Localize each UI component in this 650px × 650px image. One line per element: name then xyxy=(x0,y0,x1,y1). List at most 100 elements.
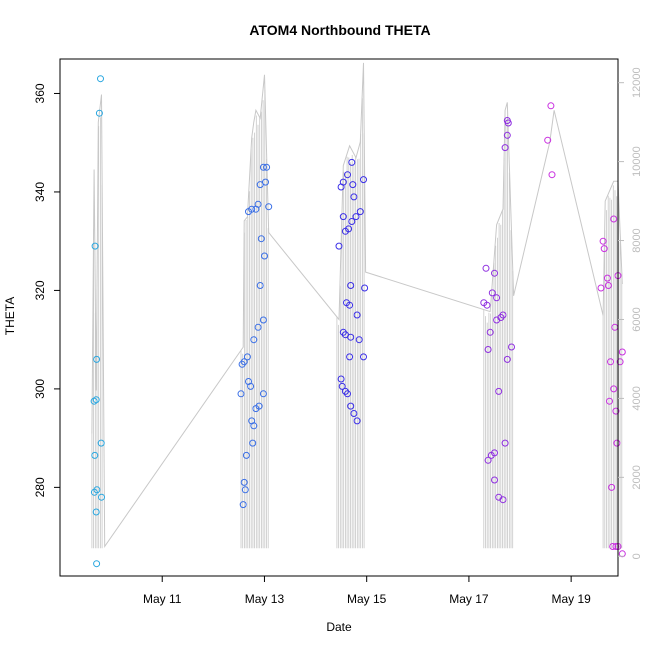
data-point xyxy=(499,496,507,504)
data-point xyxy=(347,402,355,410)
data-point xyxy=(259,316,267,324)
data-point xyxy=(261,252,268,260)
x-tick-label: May 19 xyxy=(551,592,591,606)
data-point xyxy=(348,218,356,225)
data-point xyxy=(344,171,351,179)
overlay-envelope xyxy=(91,62,623,548)
data-point xyxy=(93,355,101,363)
x-axis-label: Date xyxy=(326,620,352,634)
data-point xyxy=(608,483,616,491)
data-point xyxy=(600,245,608,253)
data-point xyxy=(338,382,346,390)
data-point xyxy=(607,358,614,366)
data-point xyxy=(353,311,361,319)
data-point xyxy=(504,119,512,127)
data-point xyxy=(250,336,258,344)
data-point xyxy=(480,299,488,307)
data-point xyxy=(356,208,364,216)
data-point xyxy=(501,439,509,447)
data-point xyxy=(616,358,624,366)
y-left-tick-label: 280 xyxy=(33,477,47,497)
data-point xyxy=(618,550,626,558)
data-point xyxy=(241,486,249,494)
data-point xyxy=(345,225,353,233)
data-point xyxy=(98,493,105,501)
data-point xyxy=(503,355,511,363)
data-point xyxy=(487,451,495,459)
data-point xyxy=(604,282,612,289)
y-right-tick-label: 10000 xyxy=(631,146,643,177)
data-point xyxy=(259,390,267,398)
data-point xyxy=(352,213,360,221)
data-point xyxy=(495,387,503,395)
data-point xyxy=(609,543,617,550)
data-point xyxy=(265,203,273,211)
data-point xyxy=(240,358,248,366)
data-point xyxy=(335,242,343,250)
y-left-tick-label: 340 xyxy=(33,182,47,202)
x-tick-label: May 13 xyxy=(245,592,285,606)
data-point xyxy=(337,375,345,383)
data-point xyxy=(248,205,256,213)
data-point xyxy=(93,486,101,494)
data-point xyxy=(92,396,100,404)
data-point xyxy=(90,397,98,405)
data-point xyxy=(254,200,262,208)
data-point xyxy=(346,353,354,361)
data-point xyxy=(350,410,358,417)
data-point xyxy=(544,136,552,144)
data-point xyxy=(493,294,501,302)
y-left-tick-label: 320 xyxy=(33,280,47,300)
plot-frame xyxy=(59,58,619,577)
data-point xyxy=(263,163,271,171)
data-point xyxy=(355,336,363,344)
data-point xyxy=(597,284,605,292)
y-right-tick-label: 6000 xyxy=(631,307,643,331)
data-point xyxy=(612,543,620,550)
y-axis-label: THETA xyxy=(3,297,17,335)
data-point xyxy=(91,451,99,459)
x-tick-label: May 11 xyxy=(143,592,182,606)
data-point xyxy=(346,301,354,309)
data-point xyxy=(97,439,105,447)
data-point xyxy=(93,560,101,568)
y-axis-left: 280 300 320 340 360 xyxy=(33,83,60,497)
data-point xyxy=(486,328,494,336)
x-tick-label: May 17 xyxy=(449,592,489,606)
data-point xyxy=(97,75,104,83)
data-point xyxy=(257,235,265,243)
data-point xyxy=(361,284,369,292)
y-right-tick-label: 12000 xyxy=(631,67,643,98)
overlay-line xyxy=(91,62,623,549)
data-point xyxy=(239,501,247,509)
data-point xyxy=(606,397,613,405)
data-point xyxy=(237,390,245,398)
data-point xyxy=(259,163,267,171)
data-point xyxy=(240,478,248,486)
y-right-tick-label: 0 xyxy=(631,553,643,559)
data-point xyxy=(610,385,618,393)
x-tick-label: May 15 xyxy=(347,592,387,606)
y-left-tick-label: 300 xyxy=(33,379,47,399)
data-point xyxy=(497,314,505,321)
data-point xyxy=(254,323,262,331)
data-point xyxy=(256,282,264,289)
data-point xyxy=(618,348,626,356)
data-point xyxy=(243,353,251,361)
data-point xyxy=(347,282,355,289)
data-point xyxy=(350,193,358,201)
data-point xyxy=(360,353,367,361)
y-right-tick-label: 4000 xyxy=(631,386,643,410)
data-point xyxy=(242,451,250,459)
data-point xyxy=(339,178,347,186)
data-point xyxy=(249,439,257,447)
data-point xyxy=(491,269,498,277)
data-point xyxy=(610,215,618,223)
data-point xyxy=(360,176,367,184)
data-point xyxy=(349,181,357,189)
x-axis: May 11 May 13 May 15 May 17 May 19 xyxy=(143,576,591,606)
data-point xyxy=(508,343,515,351)
data-point xyxy=(603,274,611,282)
data-point xyxy=(484,456,492,464)
